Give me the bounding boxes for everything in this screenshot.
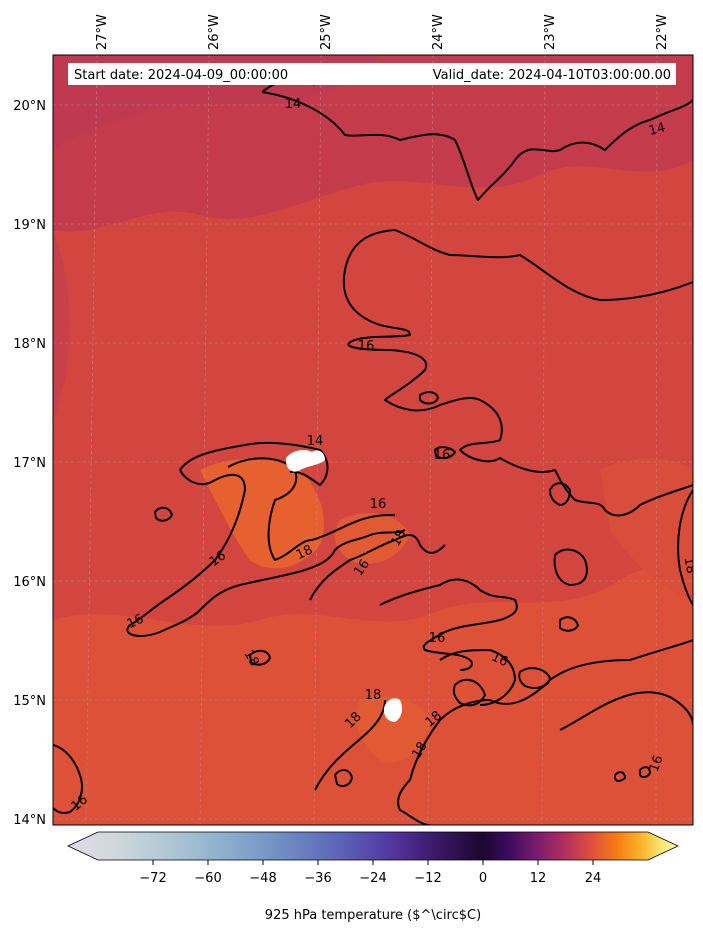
lon-tick-label: 26°W <box>207 14 222 50</box>
contour-label: 14 <box>285 97 302 112</box>
colorbar: −72 −60 −48 −36 −24 −12 0 12 24 925 hPa temperat… <box>67 831 679 923</box>
contour-16-southwest <box>53 744 83 814</box>
lat-tick-label: 18°N <box>13 337 46 352</box>
contour-label: 16 <box>370 497 387 512</box>
contour-island-1 <box>553 548 588 586</box>
contour-14-core <box>179 441 329 486</box>
contour-island-8 <box>559 616 579 632</box>
contour-18-south-b <box>409 639 693 781</box>
contour-island-11 <box>249 649 271 666</box>
field-warm-core-1 <box>200 458 324 569</box>
colorbar-tick-label: −36 <box>304 871 331 886</box>
field-warm-south <box>53 560 693 825</box>
lon-tick-label: 23°W <box>543 14 558 50</box>
missing-data-patch-2 <box>383 698 403 722</box>
field-warm-core-3 <box>356 696 430 763</box>
contour-label: 14 <box>307 434 324 449</box>
missing-data-patch-1 <box>285 450 325 472</box>
lon-tick-label: 24°W <box>431 14 446 50</box>
contour-island-7 <box>154 506 173 522</box>
contour-island-10 <box>614 771 626 782</box>
contour-18-east-edge <box>677 489 693 606</box>
colorbar-tick-label: 12 <box>530 871 547 886</box>
contour-16-se <box>439 649 516 706</box>
contour-island-5 <box>419 391 439 405</box>
lat-tick-label: 19°N <box>13 218 46 233</box>
contour-island-6 <box>434 446 456 460</box>
colorbar-tick-label: 24 <box>585 871 602 886</box>
contour-18-south-c <box>397 779 431 825</box>
contour-label: 16 <box>429 631 446 646</box>
contour-island-4 <box>334 769 353 787</box>
lon-tick-label: 22°W <box>655 14 670 50</box>
lon-tick-label: 27°W <box>95 14 110 50</box>
valid-date-text: Valid_date: 2024-04-10T03:00:00.00 <box>433 68 671 83</box>
lon-tick-label: 25°W <box>319 14 334 50</box>
date-info-box <box>68 63 676 85</box>
lat-tick-label: 17°N <box>13 456 46 471</box>
contour-18-east <box>559 691 693 731</box>
contour-16-south <box>379 578 518 671</box>
lat-tick-label: 14°N <box>13 813 46 828</box>
contour-14-north <box>261 91 693 201</box>
contour-label: 16 <box>647 753 667 774</box>
contour-16-b <box>342 269 693 517</box>
contour-label: 14 <box>647 120 667 139</box>
colorbar-ticks: −72 −60 −48 −36 −24 −12 0 12 24 <box>139 860 601 886</box>
colorbar-bar <box>67 831 679 861</box>
latitude-ticks: 20°N 19°N 18°N 17°N 16°N 15°N 14°N <box>13 99 46 828</box>
temperature-field: 14 14 16 16 16 16 16 16 16 16 16 18 18 1… <box>53 55 699 825</box>
contour-island-9 <box>639 766 651 779</box>
contour-label: 16 <box>489 650 510 671</box>
field-cool-west <box>53 230 70 420</box>
lat-tick-label: 20°N <box>13 99 46 114</box>
contour-label: 18 <box>294 543 315 564</box>
field-warm-core-2 <box>334 512 410 564</box>
contour-16-a <box>344 229 693 301</box>
contour-label: 18 <box>388 527 409 549</box>
start-date-text: Start date: 2024-04-09_00:00:00 <box>74 68 288 83</box>
longitude-ticks: 27°W 26°W 25°W 24°W 23°W 22°W <box>95 14 670 50</box>
contour-label: 16 <box>434 448 451 463</box>
colorbar-tick-label: −12 <box>414 871 441 886</box>
lat-tick-label: 16°N <box>13 575 46 590</box>
colorbar-tick-label: −48 <box>249 871 276 886</box>
contour-label: 16 <box>358 339 375 354</box>
contour-label: 18 <box>365 688 382 703</box>
contour-16-inner <box>309 534 446 601</box>
contour-island-3 <box>518 667 551 689</box>
colorbar-tick-label: 0 <box>479 871 487 886</box>
colorbar-tick-label: −72 <box>139 871 166 886</box>
contour-island-12 <box>452 678 486 707</box>
contour-label: 18 <box>240 647 261 669</box>
map-frame <box>52 54 694 826</box>
contour-label: 18 <box>681 556 699 575</box>
colorbar-tick-label: −24 <box>359 871 386 886</box>
colorbar-label: 925 hPa temperature ($^\circ$C) <box>265 908 481 923</box>
contour-label: 16 <box>125 612 146 633</box>
gridlines <box>53 55 693 825</box>
lat-tick-label: 15°N <box>13 694 46 709</box>
contour-18-south-a <box>314 699 386 791</box>
colorbar-tick-label: −60 <box>194 871 221 886</box>
contour-label: 18 <box>409 739 430 761</box>
contour-island-2 <box>549 482 571 506</box>
contour-16-west <box>126 469 406 637</box>
